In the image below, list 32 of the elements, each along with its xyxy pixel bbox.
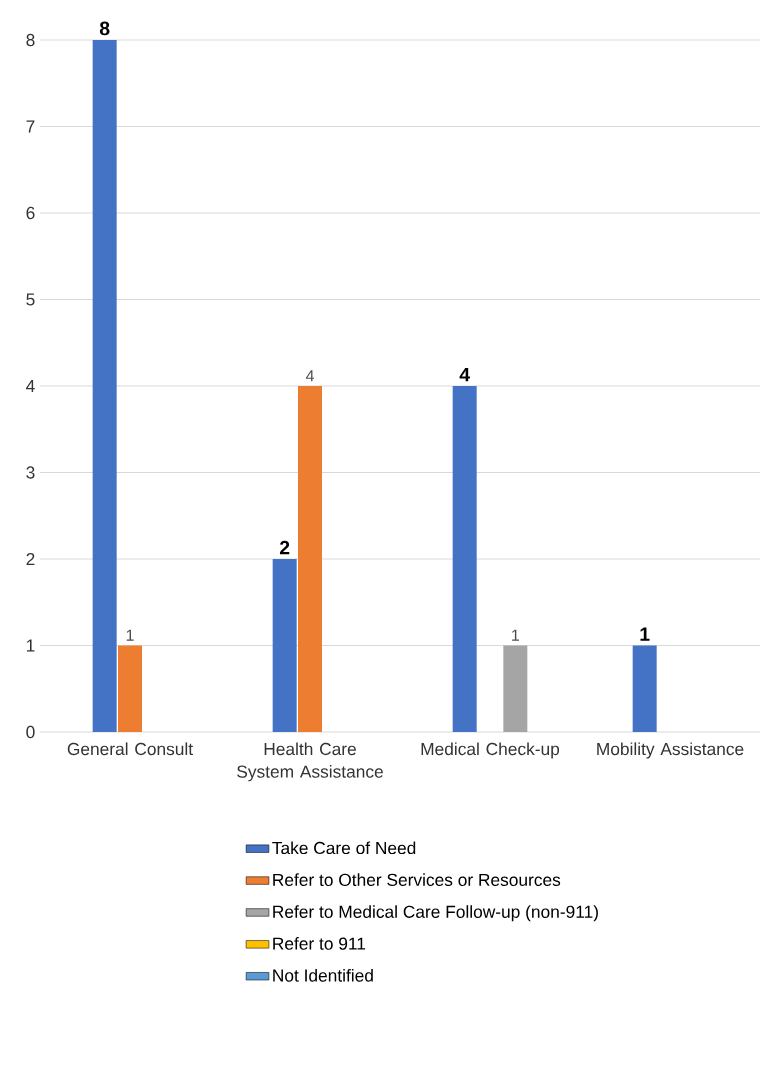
bar	[503, 645, 528, 732]
data-label: 1	[126, 629, 134, 641]
bar	[118, 645, 142, 732]
x-tick-label: Medical Check-up	[421, 742, 560, 759]
legend-label: Take Care of Need	[272, 841, 416, 855]
data-label: 8	[99, 21, 110, 36]
y-tick-label: 3	[26, 466, 35, 479]
y-tick-label: 7	[26, 120, 35, 133]
y-tick-label: 8	[26, 33, 35, 47]
y-tick-label: 1	[26, 639, 35, 652]
y-tick-label: 2	[26, 552, 35, 566]
data-label: 1	[640, 627, 650, 641]
y-tick-label: 5	[26, 293, 35, 306]
bar	[272, 559, 297, 732]
legend-label: Refer to 911	[273, 937, 366, 950]
bar	[452, 386, 477, 732]
bar	[298, 386, 322, 732]
legend-label: Refer to Medical Care Follow-up (non-911)	[273, 905, 598, 922]
bar	[632, 645, 657, 732]
data-label: 1	[512, 629, 519, 641]
data-label: 2	[279, 540, 290, 555]
y-tick-label: 6	[26, 206, 35, 220]
y-tick-label: 0	[26, 725, 35, 739]
x-tick-label: General Consult	[67, 742, 193, 756]
legend-label: Refer to Other Services or Resources	[273, 873, 561, 887]
data-label: 4	[459, 367, 470, 382]
x-tick-label: Health Care System Assistance	[237, 742, 383, 782]
data-label: 4	[305, 370, 314, 382]
y-tick-label: 4	[26, 380, 35, 392]
x-tick-label: Mobility Assistance	[597, 742, 744, 759]
legend-label: Not Identified	[273, 968, 373, 982]
bar	[92, 39, 117, 732]
